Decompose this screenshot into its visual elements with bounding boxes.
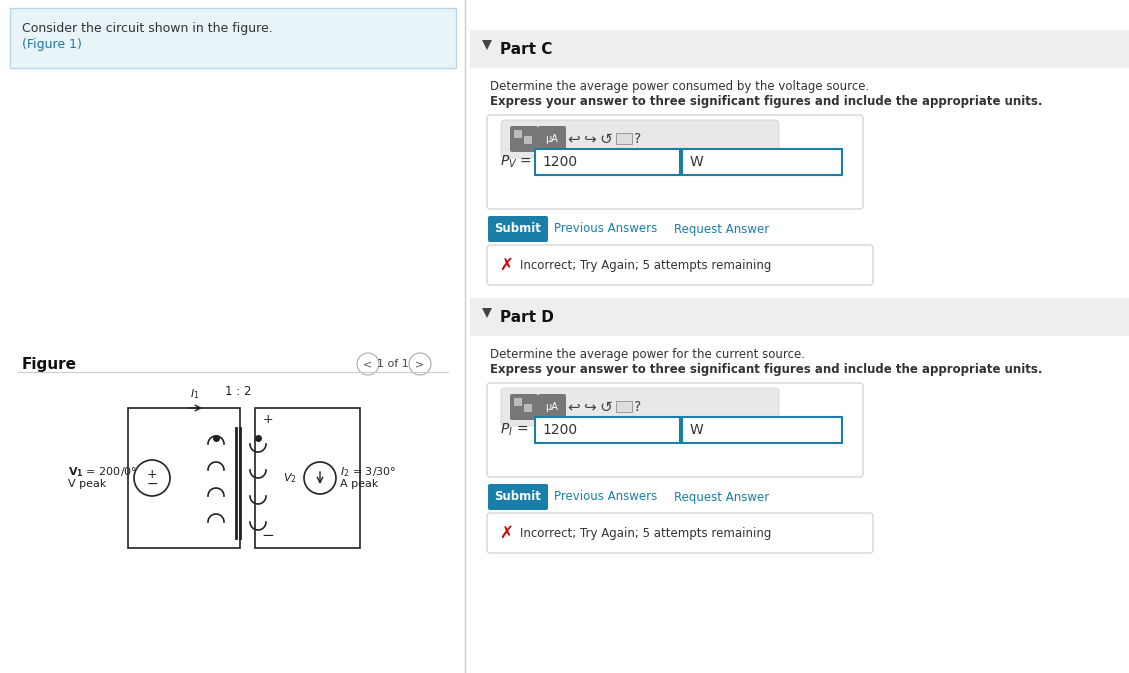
Text: $I_2$ = 3/30°: $I_2$ = 3/30° <box>340 465 396 479</box>
Polygon shape <box>482 40 492 50</box>
FancyBboxPatch shape <box>539 126 566 152</box>
Text: μA: μA <box>545 134 559 144</box>
Bar <box>470 30 1129 68</box>
Polygon shape <box>482 308 492 318</box>
Text: Previous Answers: Previous Answers <box>554 491 657 503</box>
Bar <box>524 136 532 144</box>
Text: ↩: ↩ <box>568 400 580 415</box>
Text: ✗: ✗ <box>499 256 513 274</box>
Text: A peak: A peak <box>340 479 378 489</box>
Text: Submit: Submit <box>495 491 542 503</box>
Text: Determine the average power for the current source.: Determine the average power for the curr… <box>490 348 805 361</box>
Text: −: − <box>262 528 274 543</box>
Text: Incorrect; Try Again; 5 attempts remaining: Incorrect; Try Again; 5 attempts remaini… <box>520 526 771 540</box>
Text: Determine the average power consumed by the voltage source.: Determine the average power consumed by … <box>490 80 869 93</box>
Bar <box>470 298 1129 336</box>
Text: W: W <box>690 423 703 437</box>
Text: Figure: Figure <box>21 357 77 371</box>
Text: Incorrect; Try Again; 5 attempts remaining: Incorrect; Try Again; 5 attempts remaini… <box>520 258 771 271</box>
Text: ?: ? <box>634 132 641 146</box>
Circle shape <box>409 353 431 375</box>
Bar <box>616 133 632 144</box>
Text: ↺: ↺ <box>599 400 612 415</box>
Text: >: > <box>415 359 425 369</box>
FancyBboxPatch shape <box>510 126 539 152</box>
Bar <box>682 417 842 443</box>
FancyBboxPatch shape <box>488 484 548 510</box>
Text: 1 : 2: 1 : 2 <box>225 385 252 398</box>
FancyBboxPatch shape <box>487 383 863 477</box>
Text: ✗: ✗ <box>499 524 513 542</box>
Bar <box>535 149 680 175</box>
Text: Express your answer to three significant figures and include the appropriate uni: Express your answer to three significant… <box>490 95 1042 108</box>
Text: μA: μA <box>545 402 559 412</box>
Text: (Figure 1): (Figure 1) <box>21 38 82 51</box>
Text: +: + <box>147 468 157 481</box>
Bar <box>514 398 522 406</box>
Text: V peak: V peak <box>68 479 106 489</box>
FancyBboxPatch shape <box>539 394 566 420</box>
Text: Express your answer to three significant figures and include the appropriate uni: Express your answer to three significant… <box>490 363 1042 376</box>
FancyBboxPatch shape <box>510 394 539 420</box>
Text: ↺: ↺ <box>599 131 612 147</box>
Text: Request Answer: Request Answer <box>674 223 769 236</box>
Text: $V_2$: $V_2$ <box>283 471 297 485</box>
FancyBboxPatch shape <box>488 216 548 242</box>
FancyBboxPatch shape <box>501 388 779 426</box>
Text: $P_I$ =: $P_I$ = <box>500 422 528 438</box>
Text: $P_V$ =: $P_V$ = <box>500 154 532 170</box>
Circle shape <box>134 460 170 496</box>
Bar <box>682 149 842 175</box>
FancyBboxPatch shape <box>487 115 863 209</box>
FancyBboxPatch shape <box>487 245 873 285</box>
Text: Part C: Part C <box>500 42 552 57</box>
Bar <box>514 130 522 138</box>
Bar <box>255 408 360 548</box>
Text: ↩: ↩ <box>568 131 580 147</box>
FancyBboxPatch shape <box>487 513 873 553</box>
Bar <box>616 401 632 412</box>
Bar <box>10 8 456 68</box>
Circle shape <box>357 353 379 375</box>
Text: ↪: ↪ <box>584 400 596 415</box>
Bar <box>535 417 680 443</box>
Text: 1200: 1200 <box>542 155 577 169</box>
Bar <box>128 408 240 548</box>
Text: 1 of 1: 1 of 1 <box>377 359 409 369</box>
Text: ?: ? <box>634 400 641 414</box>
Text: Part D: Part D <box>500 310 554 324</box>
Text: $\mathbf{V_1}$ = 200/0°: $\mathbf{V_1}$ = 200/0° <box>68 465 138 479</box>
Text: Previous Answers: Previous Answers <box>554 223 657 236</box>
Circle shape <box>304 462 336 494</box>
FancyBboxPatch shape <box>501 120 779 158</box>
Text: ↪: ↪ <box>584 131 596 147</box>
Text: Consider the circuit shown in the figure.: Consider the circuit shown in the figure… <box>21 22 273 35</box>
Text: Request Answer: Request Answer <box>674 491 769 503</box>
Text: −: − <box>146 477 158 491</box>
Text: $I_1$: $I_1$ <box>191 387 200 401</box>
Text: <: < <box>364 359 373 369</box>
Text: +: + <box>263 413 273 426</box>
Text: Submit: Submit <box>495 223 542 236</box>
Bar <box>524 404 532 412</box>
Text: W: W <box>690 155 703 169</box>
Text: 1200: 1200 <box>542 423 577 437</box>
